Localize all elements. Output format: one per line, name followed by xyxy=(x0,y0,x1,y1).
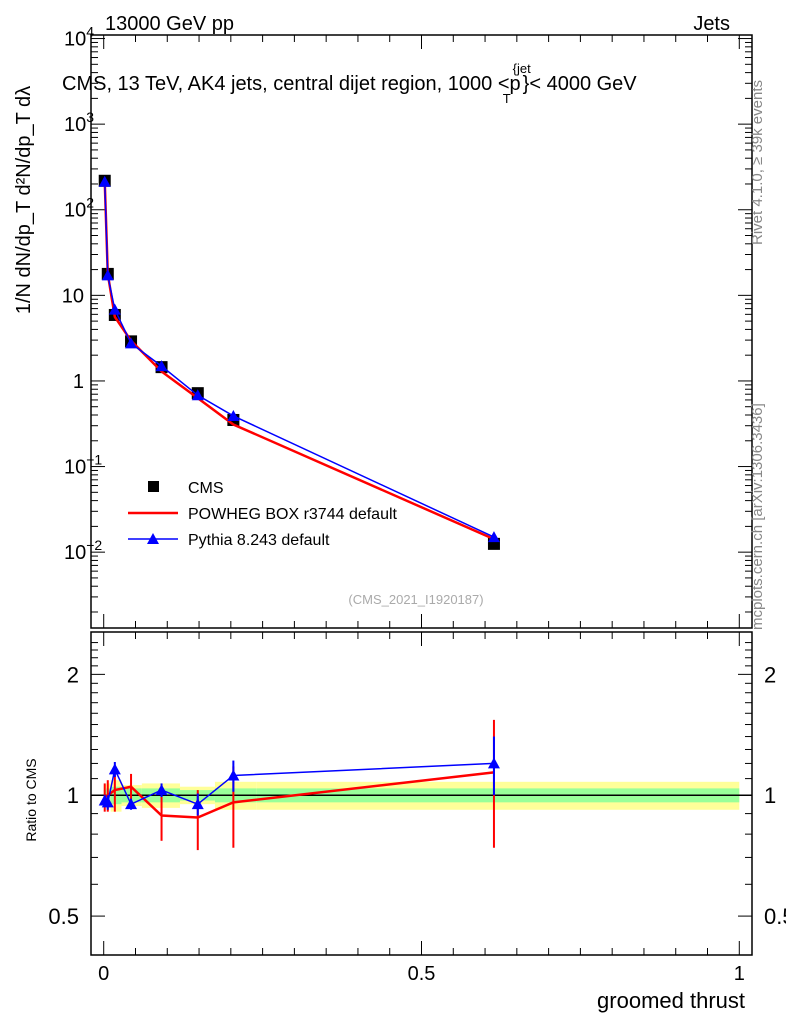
mcplots-label: mcplots.cern.ch [arXiv:1306.3436] xyxy=(749,403,766,630)
legend-pythia-marker xyxy=(147,533,159,544)
ratio-line-1 xyxy=(104,762,494,806)
pythia-point xyxy=(227,409,240,421)
x-tick-label: 0 xyxy=(98,963,109,985)
y-tick-label: 103 xyxy=(64,109,94,136)
series-line-2 xyxy=(103,181,495,538)
rivet-label: Rivet 4.1.0, ≥ 39k events xyxy=(749,80,766,245)
y-tick-label: 1 xyxy=(73,371,84,393)
ratio-pythia-point xyxy=(155,784,168,796)
ratio-pythia-point xyxy=(227,769,240,781)
series-line-1 xyxy=(103,181,495,541)
watermark: (CMS_2021_I1920187) xyxy=(348,592,483,607)
svg-text:1/N dN/dp_T d²N/dp_T dλ: 1/N dN/dp_T d²N/dp_T dλ xyxy=(13,86,35,314)
xlabel: groomed thrust xyxy=(597,988,745,1013)
y-tick-label: 102 xyxy=(64,195,94,222)
pythia-point xyxy=(108,303,121,315)
ratio-pythia-point xyxy=(108,763,121,775)
ratio-y-tick-label-right: 1 xyxy=(764,783,776,808)
x-tick-label: 1 xyxy=(734,963,745,985)
plot-title: CMS, 13 TeV, AK4 jets, central dijet reg… xyxy=(62,61,637,106)
ratio-y-tick-label-right: 2 xyxy=(764,662,776,687)
ratio-y-tick-label: 1 xyxy=(67,783,79,808)
pythia-point xyxy=(125,337,138,349)
ratio-pythia-point xyxy=(101,796,114,808)
legend-cms-marker xyxy=(148,481,159,492)
pythia-point xyxy=(155,360,168,372)
pythia-point xyxy=(191,389,204,401)
y-tick-label: 104 xyxy=(64,24,94,51)
legend-pythia: Pythia 8.243 default xyxy=(188,532,330,549)
pythia-point xyxy=(487,531,500,543)
pythia-point xyxy=(98,175,111,187)
ratio-y-tick-label-right: 0.5 xyxy=(764,904,786,929)
pythia-point xyxy=(101,269,114,281)
ratio-ylabel: Ratio to CMS xyxy=(23,758,39,841)
main-ylabel: 1/N dN/dp_T d²N/dp_T dλ xyxy=(13,86,35,314)
ratio-pythia-point xyxy=(125,798,138,810)
x-tick-label: 0.5 xyxy=(408,963,436,985)
ratio-y-tick-label: 2 xyxy=(67,662,79,687)
y-tick-label: 10−2 xyxy=(64,537,102,564)
header-left: 13000 GeV pp xyxy=(105,13,234,35)
ratio-pythia-point xyxy=(487,757,500,769)
legend: CMS POWHEG BOX r3744 default Pythia 8.24… xyxy=(128,480,398,549)
header-right: Jets xyxy=(693,13,730,35)
ratio-y-tick-label: 0.5 xyxy=(48,904,79,929)
legend-powheg: POWHEG BOX r3744 default xyxy=(188,506,398,523)
legend-cms: CMS xyxy=(188,480,224,497)
y-tick-label: 10 xyxy=(62,285,84,307)
ratio-pythia-point xyxy=(191,798,204,810)
